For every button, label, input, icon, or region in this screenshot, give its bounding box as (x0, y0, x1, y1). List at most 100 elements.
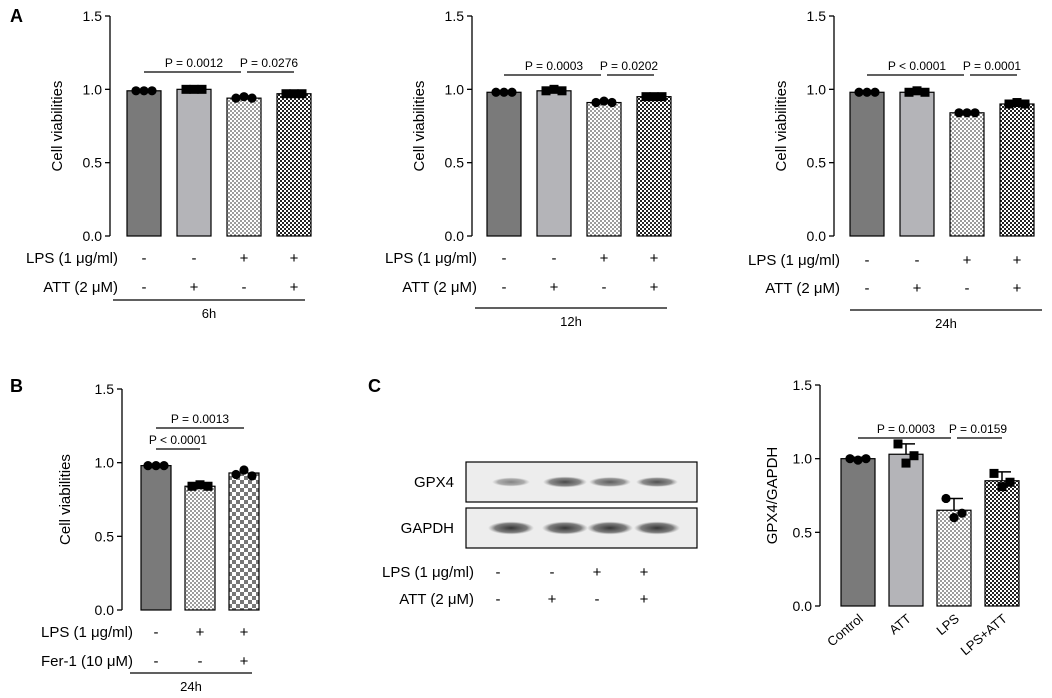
treatment-sign: - (154, 624, 159, 641)
data-point (139, 86, 149, 96)
data-point (231, 93, 241, 103)
treatment-label: ATT (2 μM) (402, 279, 477, 296)
blot-treatment-sign: - (550, 564, 555, 581)
blot-band-label-gpx4: GPX4 (414, 474, 454, 491)
treatment-label: LPS (1 μg/ml) (748, 252, 840, 269)
blot-treatment-label: ATT (2 μM) (399, 591, 474, 608)
data-point (247, 93, 257, 103)
bar (936, 509, 972, 607)
data-point (239, 92, 249, 102)
treatment-sign: + (963, 252, 972, 269)
y-tick-label: 0.0 (83, 228, 103, 244)
blot-band-gpx4 (543, 476, 587, 488)
bar (586, 101, 622, 237)
bar (276, 93, 312, 237)
bar (888, 453, 924, 607)
blot-treatment-sign: + (548, 591, 557, 608)
bar (949, 112, 985, 237)
bar (849, 91, 885, 237)
data-point (941, 493, 951, 504)
y-tick-label: 0.0 (807, 228, 827, 244)
blot-band-gpx4 (492, 477, 530, 487)
y-axis-label: Cell viabilities (49, 81, 66, 172)
treatment-label: LPS (1 μg/ml) (26, 250, 118, 267)
treatment-sign: + (650, 250, 659, 267)
data-point (962, 108, 972, 118)
treatment-sign: + (550, 279, 559, 296)
data-point (549, 84, 559, 94)
data-point (131, 86, 141, 96)
treatment-sign: + (290, 279, 299, 296)
data-point (181, 84, 191, 94)
data-point (499, 87, 509, 97)
bar (486, 91, 522, 237)
data-point (147, 86, 157, 96)
treatment-sign: - (242, 279, 247, 296)
blot-treatment-sign: + (640, 591, 649, 608)
data-point (281, 89, 291, 99)
y-tick-label: 1.5 (807, 8, 827, 24)
treatment-label: Fer-1 (10 μM) (41, 653, 133, 670)
bar (636, 96, 672, 237)
p-value-label: P = 0.0012 (165, 56, 223, 70)
blot-band-gapdh (542, 521, 588, 535)
treatment-sign: + (1013, 252, 1022, 269)
data-point (1005, 477, 1015, 487)
treatment-label: LPS (1 μg/ml) (385, 250, 477, 267)
treatment-sign: - (502, 250, 507, 267)
data-point (297, 89, 307, 99)
data-point (970, 108, 980, 118)
group-label: 6h (202, 306, 216, 321)
bar (126, 90, 162, 237)
treatment-sign: + (650, 279, 659, 296)
bar (984, 480, 1020, 607)
treatment-sign: - (192, 250, 197, 267)
blot-treatment-sign: - (595, 591, 600, 608)
data-point (920, 87, 930, 97)
group-label: 12h (560, 314, 582, 329)
category-label: LPS+ATT (958, 611, 1010, 658)
data-point (599, 96, 609, 106)
treatment-sign: + (240, 250, 249, 267)
blot-band-gpx4 (589, 477, 631, 487)
blot-treatment-sign: + (593, 564, 602, 581)
p-value-label: P = 0.0013 (171, 412, 229, 426)
y-tick-label: 1.5 (793, 377, 813, 393)
p-value-label: P = 0.0202 (600, 59, 658, 73)
blot-treatment-sign: + (640, 564, 649, 581)
y-tick-label: 0.5 (95, 528, 115, 544)
data-point (591, 97, 601, 108)
treatment-sign: + (913, 280, 922, 297)
group-label: 24h (180, 679, 202, 694)
p-value-label: P < 0.0001 (888, 59, 946, 73)
data-point (904, 87, 914, 97)
data-point (649, 92, 659, 102)
panel-label-c: C (368, 376, 381, 396)
data-point (854, 87, 864, 97)
p-value-label: P = 0.0159 (949, 422, 1007, 436)
y-tick-label: 1.0 (83, 81, 103, 97)
data-point (853, 455, 863, 465)
chart-a-24h: 0.0 0.5 1.0 1.5 Cell viabilities P < 0.0001 P … (748, 8, 1042, 331)
data-point (247, 471, 257, 481)
data-point (197, 84, 207, 94)
blot-treatment-sign: - (496, 591, 501, 608)
data-point (954, 108, 964, 118)
treatment-label: ATT (2 μM) (43, 279, 118, 296)
treatment-sign: + (1013, 280, 1022, 297)
treatment-sign: - (865, 280, 870, 297)
data-point (845, 454, 855, 464)
blot-band-gpx4 (636, 477, 678, 487)
data-point (159, 461, 169, 471)
data-point (862, 87, 872, 97)
data-point (507, 87, 517, 97)
treatment-sign: + (600, 250, 609, 267)
y-tick-label: 1.5 (445, 8, 465, 24)
blot-band-gapdh (634, 521, 680, 535)
treatment-label: LPS (1 μg/ml) (41, 624, 133, 641)
p-value-label: P = 0.0001 (963, 59, 1021, 73)
chart-c-gpx4: 0.0 0.5 1.0 1.5 GPX4/GAPDH P = 0.0003 P = 0.01… (764, 377, 1020, 658)
data-point (1004, 99, 1014, 109)
y-tick-label: 1.0 (807, 81, 827, 97)
